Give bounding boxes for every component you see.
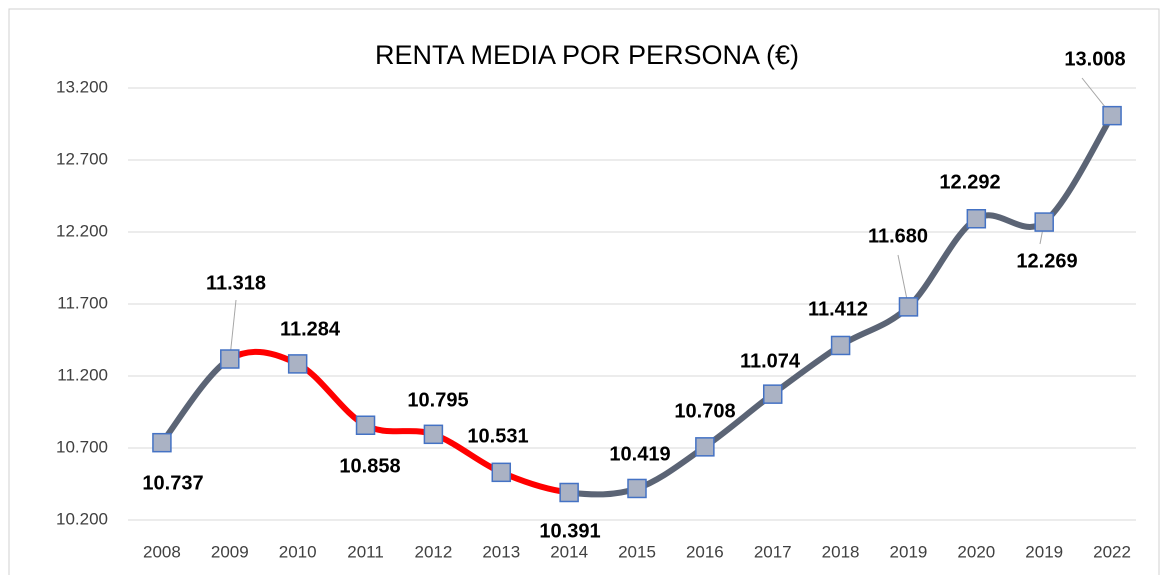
marker: [1102, 105, 1122, 126]
line-segment: [498, 469, 573, 496]
y-tick-label: 11.200: [57, 365, 108, 384]
marker: [559, 482, 579, 503]
line-segment: [362, 422, 437, 438]
line-segment: [973, 212, 1048, 230]
x-tick-label: 2016: [686, 542, 724, 561]
y-tick-label: 12.700: [56, 149, 108, 168]
line-segment: [158, 356, 233, 446]
x-tick-label: 2015: [618, 542, 656, 561]
marker: [491, 462, 512, 483]
line-segment: [566, 485, 640, 498]
y-tick-label: 12.200: [56, 221, 108, 240]
data-label: 11.680: [868, 225, 928, 247]
y-tick-label: 10.200: [56, 509, 108, 528]
x-tick-label: 2013: [482, 542, 520, 561]
data-label: 10.419: [609, 443, 670, 465]
marker: [762, 384, 783, 404]
x-tick-label: 2009: [211, 542, 249, 561]
data-label: 12.292: [939, 171, 1000, 193]
x-tick-label: 2012: [414, 542, 452, 561]
marker: [695, 437, 715, 457]
x-tick-label: 2022: [1093, 542, 1131, 561]
marker: [1034, 212, 1054, 232]
marker: [220, 349, 240, 369]
data-label: 10.737: [142, 472, 203, 494]
x-tick-label: 2018: [822, 542, 860, 561]
marker: [966, 209, 987, 229]
line-segment: [294, 360, 369, 429]
marker: [898, 297, 919, 317]
x-tick-label: 2017: [754, 542, 792, 561]
marker: [287, 354, 308, 374]
x-tick-label: 2019: [890, 542, 928, 561]
line-segment: [1041, 112, 1116, 226]
data-label: 13.008: [1064, 48, 1125, 70]
x-tick-label: 2020: [957, 542, 995, 561]
marker: [423, 424, 444, 445]
data-label: 10.531: [467, 425, 528, 447]
data-label: 11.074: [740, 350, 801, 372]
data-label: 10.795: [407, 389, 468, 411]
marker: [355, 415, 376, 435]
data-label: 10.858: [339, 455, 400, 477]
data-label: 11.318: [206, 272, 266, 294]
x-tick-label: 2008: [143, 542, 181, 561]
x-tick-label: 2011: [347, 542, 384, 561]
marker: [627, 478, 647, 499]
x-tick-label: 2014: [550, 542, 588, 561]
line-segment: [226, 348, 301, 367]
y-tick-label: 10.700: [56, 437, 108, 456]
chart-title: RENTA MEDIA POR PERSONA (€): [375, 40, 799, 70]
marker: [830, 335, 851, 356]
data-label: 11.284: [280, 318, 341, 340]
x-tick-label: 2019: [1025, 542, 1063, 561]
x-tick-label: 2010: [279, 542, 317, 561]
marker: [152, 432, 172, 453]
data-label: 10.391: [539, 520, 600, 542]
data-label: 12.269: [1016, 250, 1077, 272]
data-label: 11.412: [808, 298, 868, 320]
data-label: 10.708: [674, 400, 735, 422]
leader-line: [229, 299, 237, 360]
chart-frame: [8, 8, 1160, 575]
y-tick-label: 13.200: [56, 77, 108, 96]
y-tick-label: 11.700: [57, 293, 108, 312]
